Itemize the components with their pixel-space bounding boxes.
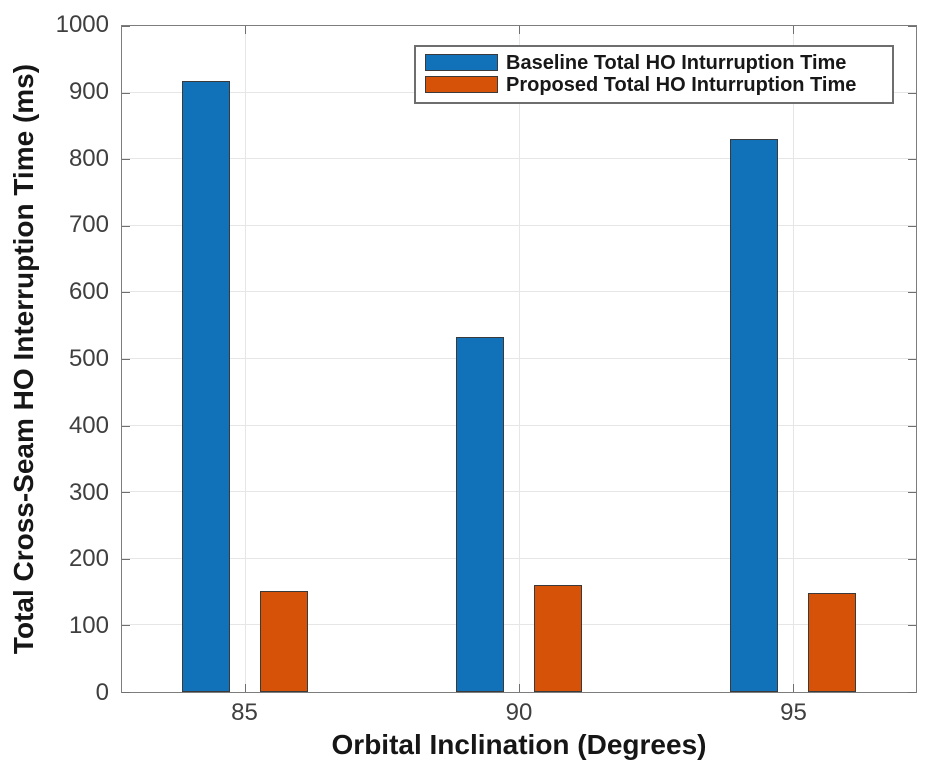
y-tick-mark-left <box>122 159 130 161</box>
y-tick-label: 700 <box>68 211 109 239</box>
y-tick-mark-left <box>122 292 130 294</box>
y-tick-label: 500 <box>68 345 109 372</box>
bar-baseline-95 <box>729 139 778 692</box>
y-tick-mark-left <box>122 558 130 560</box>
y-tick-mark-left <box>122 225 130 227</box>
x-tick-mark-top <box>792 26 794 34</box>
plot-area: Baseline Total HO Inturruption Time Prop… <box>121 25 917 693</box>
y-tick-mark-left <box>122 425 130 427</box>
bar-proposed-95 <box>807 592 856 692</box>
y-tick-mark-right <box>908 425 916 427</box>
y-tick-mark-left <box>122 26 130 27</box>
legend-swatch-baseline <box>425 54 498 71</box>
y-tick-mark-left <box>122 492 130 494</box>
legend-item-baseline: Baseline Total HO Inturruption Time <box>425 51 892 74</box>
x-tick-mark-bottom <box>792 684 794 692</box>
x-tick-mark-bottom <box>519 684 520 692</box>
gridline-vertical <box>519 26 520 692</box>
y-tick-mark-right <box>908 558 916 560</box>
legend: Baseline Total HO Inturruption Time Prop… <box>414 45 894 104</box>
y-tick-label: 100 <box>68 612 109 640</box>
y-tick-mark-left <box>122 92 130 94</box>
y-tick-label: 600 <box>68 278 109 306</box>
x-tick-label: 85 <box>231 699 258 726</box>
y-tick-mark-right <box>908 159 916 161</box>
y-tick-mark-right <box>908 225 916 227</box>
legend-label-baseline: Baseline Total HO Inturruption Time <box>506 51 847 74</box>
x-tick-label: 95 <box>780 699 807 726</box>
y-tick-mark-right <box>908 292 916 294</box>
legend-label-proposed: Proposed Total HO Inturruption Time <box>506 73 857 96</box>
y-tick-mark-right <box>908 92 916 94</box>
x-tick-label: 90 <box>505 699 533 726</box>
legend-swatch-proposed <box>425 76 498 93</box>
bar-baseline-90 <box>456 337 505 692</box>
y-tick-label: 1000 <box>55 11 109 38</box>
y-tick-mark-right <box>908 26 916 27</box>
bar-proposed-85 <box>259 591 309 692</box>
y-tick-label: 200 <box>68 545 109 573</box>
y-tick-mark-right <box>908 625 916 627</box>
x-tick-mark-top <box>245 26 247 34</box>
y-tick-label: 0 <box>95 679 109 706</box>
legend-item-proposed: Proposed Total HO Inturruption Time <box>425 73 892 96</box>
bar-proposed-90 <box>533 585 582 692</box>
y-tick-label: 300 <box>68 478 109 506</box>
x-tick-mark-top <box>519 26 520 34</box>
y-tick-mark-right <box>908 492 916 494</box>
bar-baseline-85 <box>182 80 231 692</box>
y-tick-mark-left <box>122 359 130 360</box>
x-tick-mark-bottom <box>245 684 247 692</box>
gridline-vertical <box>792 26 794 692</box>
y-tick-label: 800 <box>68 144 109 172</box>
y-tick-mark-right <box>908 359 916 360</box>
gridline-vertical <box>245 26 247 692</box>
y-tick-mark-right <box>908 692 916 693</box>
y-tick-label: 400 <box>68 411 109 439</box>
x-axis-title: Orbital Inclination (Degrees) <box>331 729 707 760</box>
y-tick-mark-left <box>122 692 130 693</box>
y-tick-mark-left <box>122 625 130 627</box>
y-tick-label: 900 <box>68 77 109 105</box>
